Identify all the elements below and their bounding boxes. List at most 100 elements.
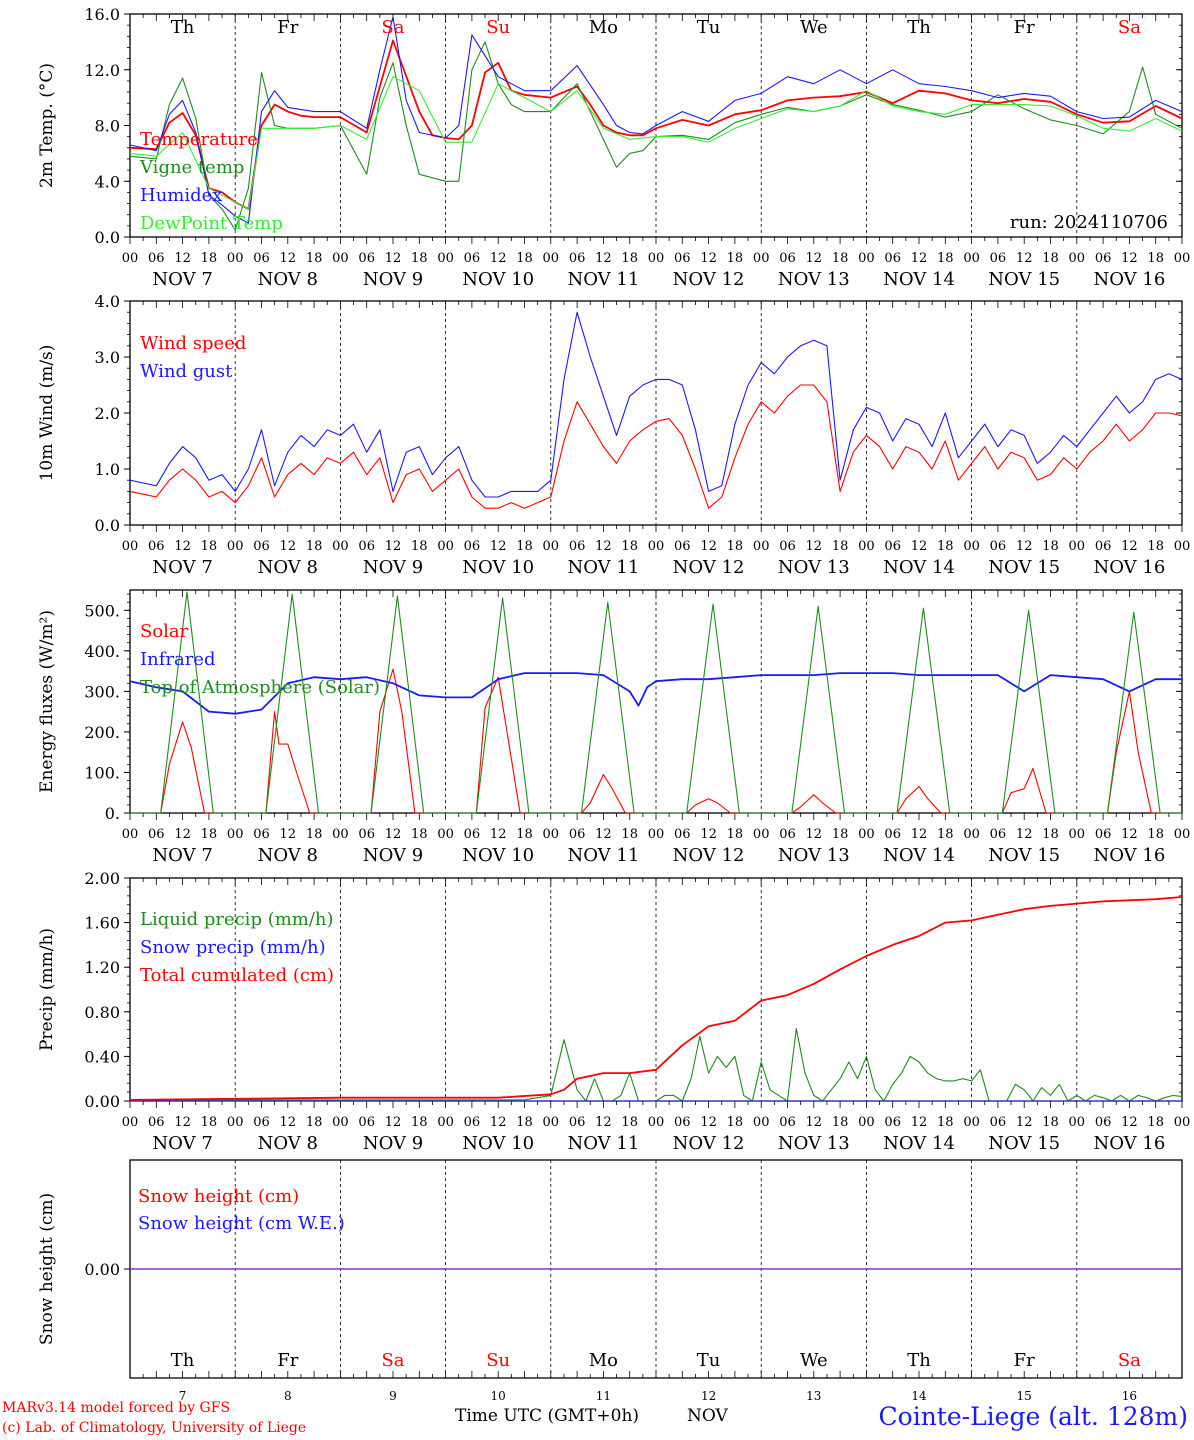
x-hour-label: 06 [884, 251, 901, 266]
x-hour-label: 18 [201, 827, 218, 842]
x-date-label: NOV 8 [258, 557, 318, 578]
legend-entry: Top of Atmosphere (Solar) [140, 677, 380, 698]
bottom-date-label: 9 [389, 1389, 397, 1403]
x-hour-label: 18 [306, 251, 323, 266]
x-hour-label: 18 [832, 539, 849, 554]
legend-entry: Wind gust [140, 361, 233, 382]
x-hour-label: 00 [1174, 539, 1191, 554]
y-tick-label: 2.00 [84, 869, 120, 888]
series-line-total-cumulated-cm- [129, 896, 1183, 1101]
x-hour-label: 06 [1095, 251, 1112, 266]
x-hour-label: 06 [884, 1115, 901, 1130]
day-of-week-label: Fr [1014, 17, 1035, 38]
x-date-label: NOV 7 [152, 557, 212, 578]
x-date-label: NOV 9 [363, 845, 423, 866]
day-of-week-label: Sa [381, 17, 404, 38]
x-hour-label: 00 [122, 251, 139, 266]
x-hour-label: 00 [1069, 827, 1086, 842]
x-hour-label: 00 [858, 827, 875, 842]
x-hour-label: 00 [858, 1115, 875, 1130]
y-tick-label: 1.20 [84, 958, 120, 977]
x-hour-label: 00 [963, 251, 980, 266]
day-of-week-label: Sa [1118, 17, 1141, 38]
day-of-week-label: Mo [589, 17, 618, 38]
x-hour-label: 00 [753, 251, 770, 266]
y-axis-label: 2m Temp. (°C) [37, 63, 57, 188]
x-hour-label: 18 [832, 1115, 849, 1130]
x-hour-label: 18 [306, 827, 323, 842]
x-hour-label: 00 [122, 827, 139, 842]
x-hour-label: 06 [779, 827, 796, 842]
x-hour-label: 18 [727, 539, 744, 554]
x-hour-label: 00 [753, 827, 770, 842]
x-hour-label: 00 [963, 539, 980, 554]
x-date-label: NOV 12 [673, 269, 745, 290]
y-axis-label: Energy fluxes (W/m²) [37, 610, 57, 793]
x-date-label: NOV 9 [363, 269, 423, 290]
x-hour-label: 06 [569, 827, 586, 842]
x-hour-label: 18 [937, 827, 954, 842]
day-of-week-label-bottom: Su [486, 1350, 510, 1371]
x-hour-label: 18 [411, 539, 428, 554]
x-hour-label: 18 [937, 251, 954, 266]
y-tick-label: 500. [84, 601, 120, 620]
x-hour-label: 18 [1042, 251, 1059, 266]
x-hour-label: 00 [963, 827, 980, 842]
x-hour-label: 06 [148, 827, 165, 842]
x-date-label: NOV 16 [1093, 1133, 1165, 1154]
x-date-label: NOV 11 [567, 845, 639, 866]
x-date-label: NOV 9 [363, 1133, 423, 1154]
x-hour-label: 00 [543, 251, 560, 266]
bottom-date-label: 15 [1017, 1389, 1032, 1403]
y-tick-label: 4.0 [95, 172, 120, 191]
x-hour-label: 18 [516, 1115, 533, 1130]
x-hour-label: 12 [700, 827, 717, 842]
x-hour-label: 18 [937, 539, 954, 554]
x-hour-label: 12 [1016, 251, 1033, 266]
x-hour-label: 00 [543, 539, 560, 554]
legend-entry: DewPoint Temp [140, 213, 283, 234]
x-hour-label: 12 [490, 827, 507, 842]
x-hour-label: 12 [1016, 1115, 1033, 1130]
x-hour-label: 12 [806, 539, 823, 554]
x-hour-label: 18 [201, 1115, 218, 1130]
day-of-week-label-bottom: Mo [589, 1350, 618, 1371]
series-line-solar [130, 668, 1182, 814]
series-line-humidex [129, 16, 1183, 224]
x-hour-label: 00 [437, 539, 454, 554]
x-hour-label: 00 [648, 827, 665, 842]
x-date-label: NOV 16 [1093, 557, 1165, 578]
x-date-label: NOV 12 [673, 845, 745, 866]
x-hour-label: 18 [1147, 539, 1164, 554]
y-tick-label: 0.80 [84, 1003, 120, 1022]
x-hour-label: 06 [990, 827, 1007, 842]
day-of-week-label: Su [486, 17, 510, 38]
x-date-label: NOV 13 [778, 845, 850, 866]
x-date-label: NOV 11 [567, 269, 639, 290]
x-date-label: NOV 7 [152, 1133, 212, 1154]
x-hour-label: 18 [201, 251, 218, 266]
x-date-label: NOV 10 [462, 845, 534, 866]
x-hour-label: 18 [201, 539, 218, 554]
series-line-wind-gust [129, 311, 1183, 498]
legend-entry: Vigne temp [139, 157, 244, 178]
x-hour-label: 06 [569, 1115, 586, 1130]
x-hour-label: 06 [569, 539, 586, 554]
x-hour-label: 18 [1042, 1115, 1059, 1130]
x-hour-label: 00 [332, 1115, 349, 1130]
station-name: Cointe-Liege (alt. 128m) [878, 1402, 1188, 1431]
x-hour-label: 00 [1069, 251, 1086, 266]
x-hour-label: 12 [174, 251, 191, 266]
x-hour-label: 06 [1095, 539, 1112, 554]
x-hour-label: 06 [990, 251, 1007, 266]
x-date-label: NOV 8 [258, 269, 318, 290]
x-hour-label: 12 [1121, 539, 1138, 554]
y-tick-label: 12.0 [84, 61, 120, 80]
legend-entry: Snow height (cm) [138, 1186, 299, 1207]
day-of-week-label: We [800, 17, 828, 38]
x-hour-label: 12 [595, 1115, 612, 1130]
x-hour-label: 06 [464, 251, 481, 266]
x-date-label: NOV 7 [152, 269, 212, 290]
y-tick-label: 300. [84, 682, 120, 701]
